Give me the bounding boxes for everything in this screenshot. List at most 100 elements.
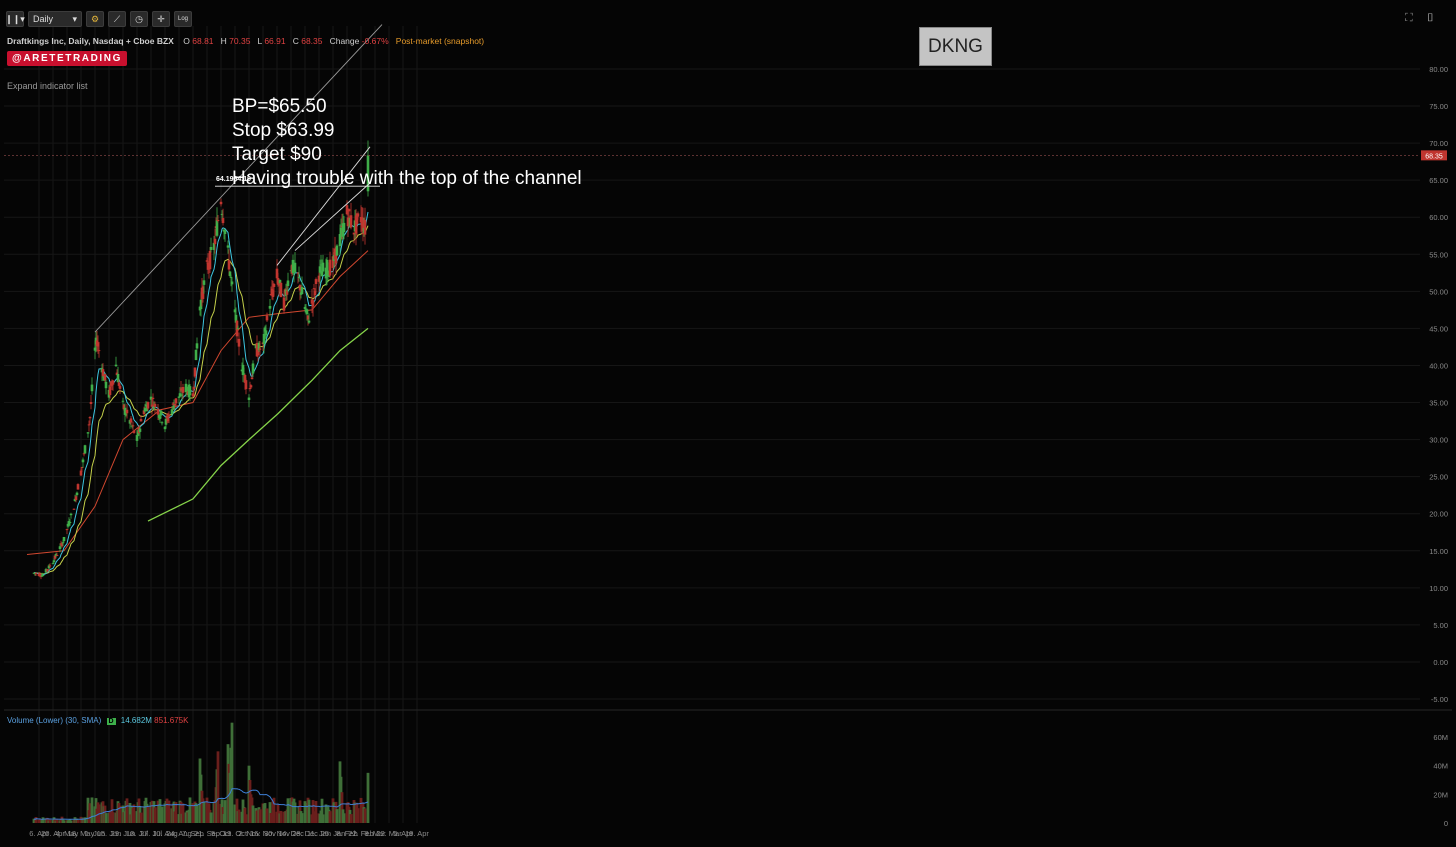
candle-body xyxy=(151,397,155,399)
candle-body xyxy=(83,445,87,454)
trend-line-icon: ⟋ xyxy=(113,13,121,24)
candle-body xyxy=(177,396,181,398)
candle-body xyxy=(96,342,100,347)
volume-bar xyxy=(125,798,129,823)
candle-body xyxy=(125,409,129,414)
candle-body xyxy=(93,347,97,351)
candle-body xyxy=(243,375,247,383)
x-tick-label: 5. Oct xyxy=(211,829,232,838)
candle-body xyxy=(277,284,281,286)
drawing-tools-button[interactable]: ⟋ xyxy=(108,11,126,27)
candle-body xyxy=(41,575,45,577)
period-select[interactable]: Daily ▾ xyxy=(28,11,82,27)
volume-bar xyxy=(90,797,94,823)
candle-body xyxy=(75,492,79,496)
y-tick-label: 45.00 xyxy=(1429,324,1448,333)
candle-body xyxy=(131,425,135,427)
candle-body xyxy=(193,367,197,377)
chart-type-button[interactable]: ❙❙▾ xyxy=(5,11,25,27)
candle-body xyxy=(166,418,170,422)
candle-body xyxy=(86,432,90,434)
candle-body xyxy=(236,328,240,330)
time-button[interactable]: ◷ xyxy=(130,11,148,27)
volume-bar xyxy=(293,802,297,823)
volume-bar xyxy=(62,820,66,823)
volume-legend: Volume (Lower) (30, SMA) D 14.682M 851.6… xyxy=(7,716,189,725)
candle-body xyxy=(104,381,108,389)
candle-body xyxy=(185,387,189,391)
log-scale-button[interactable]: Log xyxy=(174,11,192,27)
candle-body xyxy=(60,543,64,547)
candle-body xyxy=(321,262,325,272)
expand-indicator-list-link[interactable]: Expand indicator list xyxy=(7,81,88,91)
candle-body xyxy=(117,382,121,386)
candle-body xyxy=(262,333,266,345)
volume-bar xyxy=(356,808,360,823)
crosshair-icon: ✛ xyxy=(157,13,165,24)
candle-body xyxy=(199,299,203,310)
candle-body xyxy=(69,513,73,516)
candle-body xyxy=(347,209,351,212)
x-tick-label: 13. Jul xyxy=(126,829,148,838)
candle-body xyxy=(314,279,318,285)
candle-body xyxy=(209,246,213,251)
settings-button[interactable]: ⚙ xyxy=(86,11,104,27)
candle-body xyxy=(264,330,268,336)
y-tick-label: 20.00 xyxy=(1429,510,1448,519)
candle-body xyxy=(195,343,199,349)
candle-body xyxy=(179,388,183,391)
candle-body xyxy=(205,260,209,262)
volume-bar xyxy=(300,813,304,823)
candle-body xyxy=(74,496,78,500)
candle-body xyxy=(356,213,360,217)
candle-body xyxy=(52,560,56,563)
candle-body xyxy=(81,459,85,463)
candle-body xyxy=(115,372,119,376)
sma-50-line xyxy=(26,250,369,555)
volume-bar xyxy=(340,792,344,823)
candle-body xyxy=(271,290,275,297)
x-tick-label: 19. Apr xyxy=(405,829,429,838)
candle-body xyxy=(303,306,307,310)
camera-icon[interactable]: ⌷ xyxy=(1427,12,1434,24)
candle-body xyxy=(208,250,212,270)
candle-body xyxy=(286,280,290,287)
candle-body xyxy=(282,297,286,311)
candle-body xyxy=(194,349,198,361)
volume-bar xyxy=(118,805,122,823)
x-tick-label: 14. Dec xyxy=(278,829,304,838)
candle-body xyxy=(279,282,283,298)
volume-bar xyxy=(335,809,339,823)
candle-body xyxy=(90,384,94,392)
candle-body xyxy=(118,385,122,389)
clock-icon: ◷ xyxy=(135,13,143,24)
volume-bar xyxy=(139,812,143,823)
fullscreen-icon[interactable]: ⛶ xyxy=(1405,12,1413,24)
candle-body xyxy=(285,290,289,295)
candle-body xyxy=(248,388,252,390)
x-tick-label: 11. Jan xyxy=(307,829,331,838)
candle-body xyxy=(263,327,267,332)
candle-body xyxy=(366,155,370,192)
candle-body xyxy=(51,563,55,565)
y-tick-label: 65.00 xyxy=(1429,176,1448,185)
candle-body xyxy=(349,215,353,228)
compare-button[interactable]: ✛ xyxy=(152,11,170,27)
candle-body xyxy=(138,428,142,432)
candle-body xyxy=(76,484,80,490)
candle-body xyxy=(139,419,143,422)
candle-body xyxy=(123,407,127,415)
candle-body xyxy=(157,415,161,418)
volume-bar xyxy=(328,811,332,823)
volume-bar xyxy=(181,803,185,823)
candle-body xyxy=(58,546,62,549)
volume-bar xyxy=(286,798,290,823)
volume-bar xyxy=(321,814,325,823)
candle-body xyxy=(228,271,232,276)
x-tick-label: 25. Jan xyxy=(321,829,346,838)
volume-bar xyxy=(150,800,154,823)
candle-body xyxy=(170,409,174,414)
candle-body xyxy=(142,410,146,415)
y-tick-label: 75.00 xyxy=(1429,102,1448,111)
